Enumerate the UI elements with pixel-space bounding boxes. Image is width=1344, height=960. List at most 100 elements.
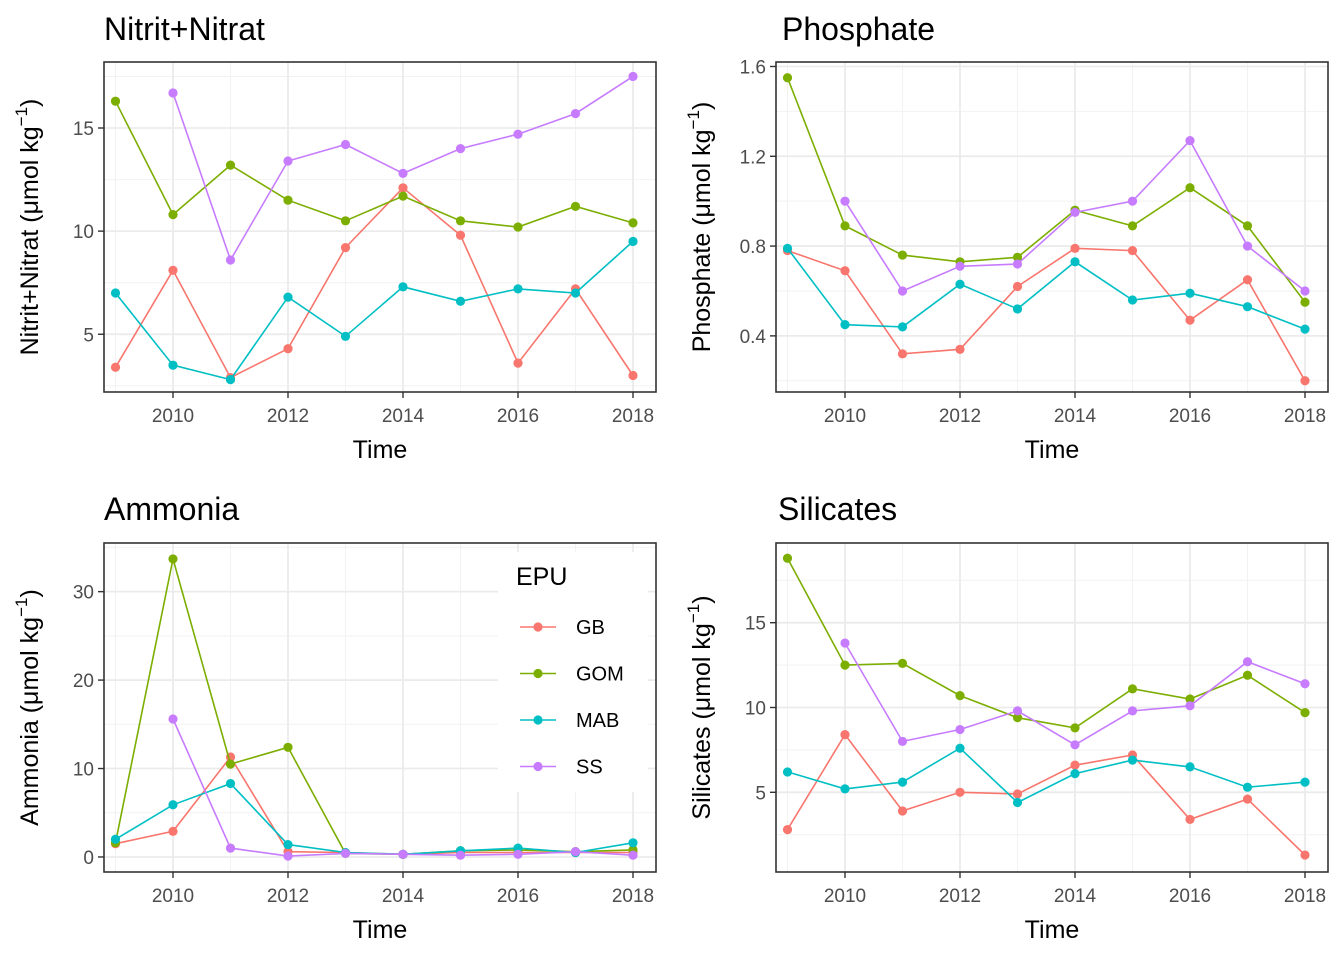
legend-label-ss: SS xyxy=(576,757,603,779)
data-point-gom xyxy=(110,96,121,106)
x-tick-label: 2012 xyxy=(939,406,981,427)
data-point-gb xyxy=(782,825,793,835)
panel-border xyxy=(103,61,657,393)
y-axis-label-text: Phosphate (μmol kg xyxy=(688,129,716,352)
y-tick-label: 10 xyxy=(73,222,94,243)
panel-border xyxy=(775,61,1329,393)
y-axis-label-text: Nitrit+Nitrat (μmol kg xyxy=(16,126,44,355)
legend-label-mab: MAB xyxy=(576,710,619,732)
y-tick-label: 5 xyxy=(83,325,94,346)
data-point-gb xyxy=(398,183,408,193)
data-point-gom xyxy=(283,742,293,752)
data-point-mab xyxy=(110,288,121,298)
data-point-ss xyxy=(398,849,408,859)
y-tick-label: 15 xyxy=(745,614,766,635)
data-point-mab xyxy=(225,375,236,385)
data-point-mab xyxy=(1242,302,1253,312)
data-point-mab xyxy=(340,331,351,341)
data-point-mab xyxy=(513,284,523,294)
y-axis-label-superscript: −1 xyxy=(684,604,703,623)
x-tick-label: 2014 xyxy=(382,886,425,907)
y-axis-label: Phosphate (μmol kg−1) xyxy=(684,102,716,353)
data-point-mab xyxy=(168,360,178,370)
data-point-ss xyxy=(340,848,351,859)
data-point-gb xyxy=(1070,243,1080,253)
series-line-mab xyxy=(115,782,634,856)
x-tick-label: 2016 xyxy=(497,886,539,907)
data-point-gom xyxy=(168,554,178,564)
x-tick-label: 2012 xyxy=(267,886,309,907)
data-point-ss xyxy=(455,850,466,860)
legend-key-point-ss xyxy=(533,761,543,772)
x-axis-label: Time xyxy=(353,916,408,944)
data-point-ss xyxy=(1070,207,1080,218)
data-point-mab xyxy=(283,839,293,850)
data-point-mab xyxy=(1070,257,1080,267)
data-point-gb xyxy=(110,362,121,372)
data-point-mab xyxy=(1070,769,1080,779)
data-point-ss xyxy=(1242,657,1253,667)
data-point-mab xyxy=(1185,762,1195,772)
x-axis-label: Time xyxy=(1025,436,1080,464)
data-point-mab xyxy=(283,292,293,302)
legend-title: EPU xyxy=(516,563,567,591)
data-point-gom xyxy=(1127,221,1138,231)
series-line-mab xyxy=(114,240,634,381)
x-tick-label: 2010 xyxy=(152,886,194,907)
x-tick-label: 2018 xyxy=(612,406,654,427)
series-line-mab xyxy=(786,247,1306,330)
x-axis-label: Time xyxy=(1025,916,1080,944)
data-point-ss xyxy=(1242,241,1253,251)
x-tick-label: 2016 xyxy=(1169,886,1211,907)
series-line-gom xyxy=(786,557,1306,729)
legend-key-point-mab xyxy=(533,715,543,725)
data-point-ss xyxy=(513,849,523,859)
data-point-gom xyxy=(513,222,523,232)
data-point-gb xyxy=(1127,245,1138,256)
panel-nitrit-nitrat: 2010 2012 2014 2016 2018 5 10 15 Nitrit+Nitrat Ti… xyxy=(12,11,657,464)
y-axis-label-text: Silicates (μmol kg xyxy=(688,623,716,819)
data-point-gom xyxy=(398,191,408,201)
legend-key-point-gom xyxy=(533,668,543,679)
data-point-gb xyxy=(455,230,466,240)
y-axis-label-text: ) xyxy=(688,595,716,603)
data-point-ss xyxy=(1070,740,1080,750)
legend-label-gom: GOM xyxy=(576,664,624,686)
data-point-ss xyxy=(1127,196,1138,206)
panel-title: Silicates xyxy=(778,491,897,527)
x-tick-label: 2010 xyxy=(824,406,866,427)
x-tick-label: 2016 xyxy=(497,406,539,427)
data-point-gom xyxy=(168,210,178,220)
data-point-gom xyxy=(897,250,908,260)
x-tick-label: 2018 xyxy=(612,886,654,907)
data-point-mab xyxy=(1127,755,1138,765)
data-point-mab xyxy=(955,743,965,753)
data-point-ss xyxy=(570,108,581,119)
series-line-gb xyxy=(786,733,1306,856)
data-point-gom xyxy=(1300,297,1310,307)
panel-phosphate: 2010 2012 2014 2016 2018 0.4 0.8 1.2 1.6 Phosphat… xyxy=(684,11,1329,464)
data-point-ss xyxy=(168,88,178,98)
data-point-mab xyxy=(1300,777,1310,787)
data-point-ss xyxy=(1185,135,1195,146)
data-point-gb xyxy=(168,826,178,836)
x-tick-label: 2014 xyxy=(1054,406,1097,427)
data-point-gom xyxy=(840,221,850,231)
data-point-mab xyxy=(782,767,793,777)
data-point-gom xyxy=(1070,723,1080,733)
data-point-gb xyxy=(513,358,523,368)
x-tick-label: 2010 xyxy=(152,406,194,427)
data-point-ss xyxy=(955,261,965,271)
data-point-ss xyxy=(283,156,293,166)
data-point-ss xyxy=(1185,701,1195,711)
data-point-gom xyxy=(1185,694,1195,704)
y-tick-label: 10 xyxy=(73,760,94,781)
data-point-gb xyxy=(1300,850,1310,860)
data-point-mab xyxy=(1185,288,1195,298)
data-point-gom xyxy=(955,691,965,701)
data-point-gb xyxy=(1242,794,1253,804)
x-tick-label: 2018 xyxy=(1284,406,1326,427)
data-point-gb xyxy=(955,787,965,797)
data-point-mab xyxy=(225,778,236,789)
data-point-gom xyxy=(782,553,793,563)
